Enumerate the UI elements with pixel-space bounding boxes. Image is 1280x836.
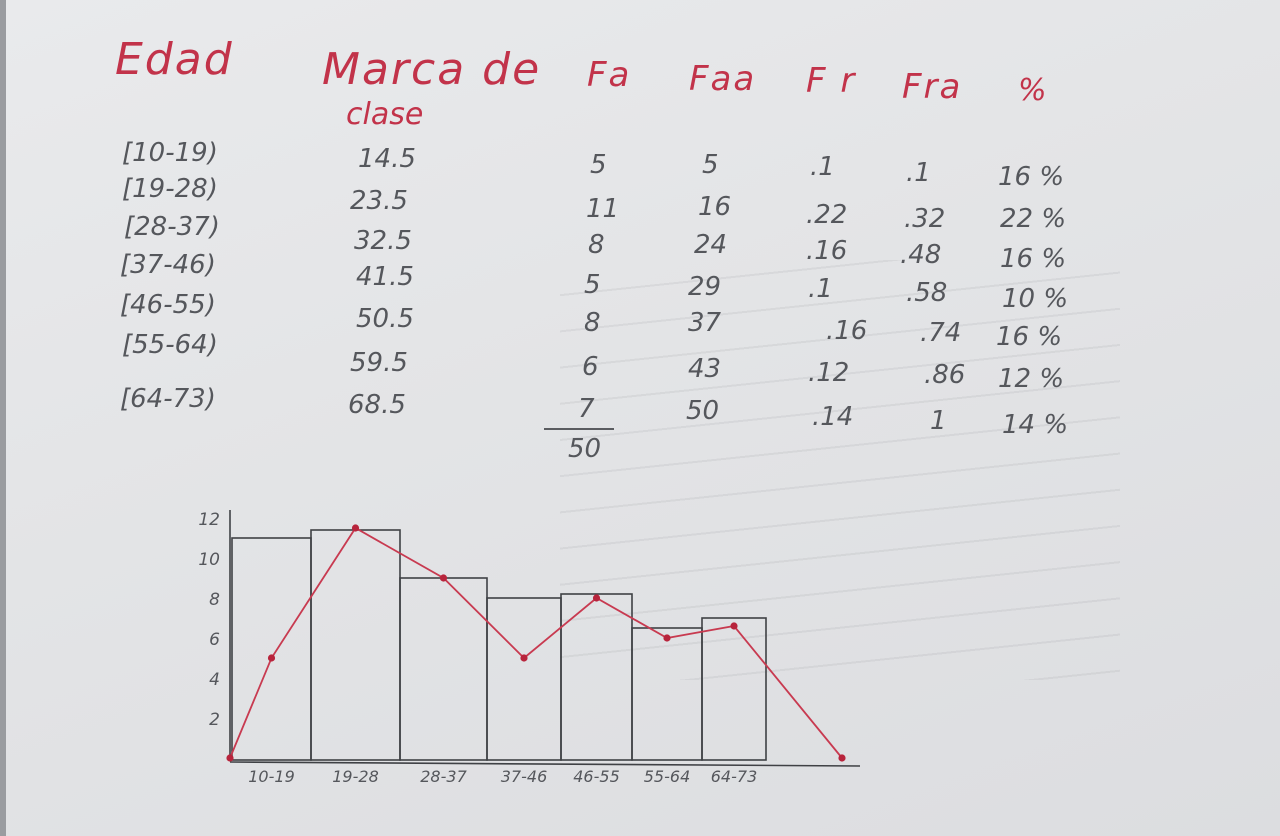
row-6-fra: .86 — [924, 360, 966, 390]
polygon-point — [226, 754, 234, 762]
header-fra: Fra — [902, 67, 963, 107]
header-faa: Faa — [689, 59, 757, 99]
polygon-point — [351, 524, 360, 532]
row-4-fra: .58 — [906, 278, 948, 308]
row-4-edad: [37-46) — [120, 250, 216, 280]
row-7-fra: 1 — [930, 406, 947, 436]
histogram-bar — [701, 617, 767, 761]
row-5-faa: 37 — [688, 308, 722, 338]
row-7-fr: .14 — [812, 402, 854, 432]
row-2-fa: 11 — [586, 194, 620, 224]
row-4-percent: 10 % — [1002, 284, 1069, 314]
row-3-edad: [28-37) — [124, 212, 220, 242]
row-7-marca: 68.5 — [348, 390, 406, 420]
row-2-fra: .32 — [904, 204, 946, 234]
row-1-percent: 16 % — [998, 162, 1065, 192]
row-2-edad: [19-28) — [122, 174, 218, 204]
row-3-fa: 8 — [588, 230, 605, 260]
row-1-fr: .1 — [810, 152, 835, 182]
row-7-faa: 50 — [686, 396, 720, 426]
histogram-bar — [631, 627, 703, 761]
row-5-percent: 16 % — [996, 322, 1063, 352]
bleed-through-writing — [560, 260, 1120, 680]
polygon-point — [592, 594, 601, 602]
x-tick-label: 55-64 — [644, 767, 691, 786]
row-1-fa: 5 — [590, 150, 607, 180]
polygon-point — [838, 754, 846, 762]
y-tick-label: 4 — [209, 670, 220, 690]
row-3-percent: 16 % — [1000, 244, 1067, 274]
row-3-fr: .16 — [806, 236, 848, 266]
polygon-point — [730, 622, 738, 630]
header-edad: Edad — [115, 34, 234, 85]
row-6-edad: [55-64) — [122, 330, 218, 360]
row-2-percent: 22 % — [1000, 204, 1067, 234]
row-4-fr: .1 — [808, 274, 833, 304]
row-5-fra: .74 — [920, 318, 962, 348]
row-3-fra: .48 — [900, 240, 942, 270]
x-tick-label: 64-73 — [711, 767, 758, 786]
x-tick-label: 46-55 — [573, 767, 620, 786]
row-6-fa: 6 — [582, 352, 599, 382]
paper-edge — [0, 0, 6, 836]
row-6-fr: .12 — [808, 358, 850, 388]
row-5-fa: 8 — [584, 308, 601, 338]
y-tick-label: 12 — [198, 510, 220, 530]
header-fa: Fa — [587, 55, 632, 95]
header-fr: F r — [806, 61, 857, 101]
row-1-marca: 14.5 — [358, 144, 416, 174]
polygon-point — [267, 654, 276, 662]
row-6-marca: 59.5 — [350, 348, 408, 378]
polygon-point — [663, 634, 671, 642]
y-tick-label: 6 — [209, 630, 220, 650]
row-6-percent: 12 % — [998, 364, 1065, 394]
row-5-fr: .16 — [826, 316, 868, 346]
x-tick-label: 10-19 — [248, 767, 295, 786]
row-1-fra: .1 — [906, 158, 931, 188]
fa-total: 50 — [568, 434, 602, 464]
row-1-edad: [10-19) — [122, 138, 218, 168]
polygon-point — [439, 574, 448, 582]
y-tick-label: 8 — [209, 590, 220, 610]
x-tick-label: 37-46 — [501, 767, 548, 786]
row-3-marca: 32.5 — [354, 226, 412, 256]
row-4-marca: 41.5 — [356, 262, 414, 292]
header-marca-de-clase: Marca de — [322, 44, 542, 95]
row-2-fr: .22 — [806, 200, 848, 230]
y-tick-label: 2 — [209, 710, 220, 730]
histogram-bar — [486, 597, 562, 761]
row-2-faa: 16 — [698, 192, 732, 222]
header-marca-de-clase-line2: clase — [346, 97, 424, 132]
sum-line — [544, 428, 614, 430]
x-tick-label: 19-28 — [332, 767, 379, 786]
row-3-faa: 24 — [694, 230, 728, 260]
row-7-edad: [64-73) — [120, 384, 216, 414]
row-5-marca: 50.5 — [356, 304, 414, 334]
histogram-bar — [310, 529, 401, 761]
x-axis — [229, 761, 861, 767]
row-2-marca: 23.5 — [350, 186, 408, 216]
row-1-faa: 5 — [702, 150, 719, 180]
row-5-edad: [46-55) — [120, 290, 216, 320]
x-tick-label: 28-37 — [420, 767, 467, 786]
row-6-faa: 43 — [688, 354, 722, 384]
row-4-fa: 5 — [584, 270, 601, 300]
frequency-polygon — [229, 526, 843, 759]
row-4-faa: 29 — [688, 272, 722, 302]
y-tick-label: 10 — [198, 550, 220, 570]
row-7-fa: 7 — [578, 394, 595, 424]
header-percent: % — [1018, 73, 1049, 108]
polygon-point — [520, 654, 528, 662]
row-7-percent: 14 % — [1002, 410, 1069, 440]
histogram-bar — [399, 577, 488, 761]
